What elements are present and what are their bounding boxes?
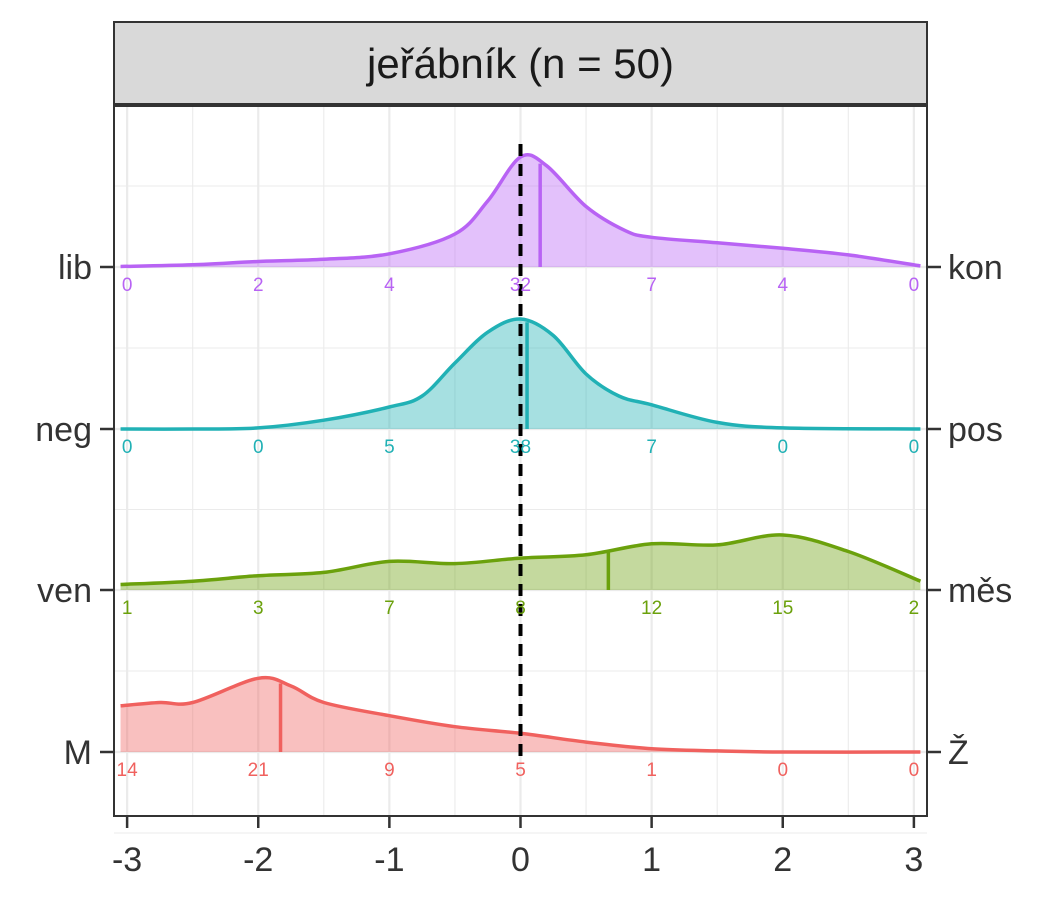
x-axis: -3 -2 -1 0 1 2 3	[112, 816, 923, 879]
plot-panel: 0 2 4 32 7 4 0 0 0 5 38 7 0 0 1 3 7 8 12 15 2 14 21 9 5 1 0 0	[113, 105, 928, 834]
right-axis: kon pos měs Ž	[927, 249, 1012, 772]
count-label: 15	[772, 598, 793, 619]
count-label: 14	[117, 760, 139, 781]
count-label: 32	[510, 275, 531, 296]
x-tick-label: 3	[904, 841, 923, 879]
density-curve-ven	[120, 533, 922, 587]
x-tick-label: 1	[642, 841, 661, 879]
x-tick-label: 2	[773, 841, 792, 879]
count-label: 1	[646, 760, 657, 781]
left-axis: lib neg ven M	[35, 249, 114, 772]
count-label: 0	[909, 275, 920, 296]
mean-lines	[278, 163, 611, 752]
count-label: 7	[384, 598, 395, 619]
density-area-M	[120, 677, 921, 753]
x-tick-label: -2	[243, 841, 273, 879]
count-label: 0	[777, 437, 788, 458]
left-label-M: M	[64, 734, 92, 772]
count-label: 0	[253, 437, 264, 458]
count-label: 4	[384, 275, 395, 296]
right-label-pos: pos	[948, 411, 1003, 449]
count-label: 8	[515, 598, 526, 619]
count-label: 7	[646, 437, 657, 458]
facet-strip: jeřábník (n = 50)	[113, 21, 928, 105]
count-label: 2	[253, 275, 264, 296]
density-area-ven	[120, 534, 921, 590]
count-label: 0	[777, 760, 788, 781]
count-label: 3	[253, 598, 264, 619]
left-label-neg: neg	[35, 411, 92, 449]
density-curve-lib	[120, 152, 921, 269]
right-label-měs: měs	[948, 572, 1012, 610]
left-label-lib: lib	[58, 249, 92, 287]
right-label-kon: kon	[948, 249, 1003, 287]
right-label-Ž: Ž	[948, 734, 969, 772]
count-label: 0	[122, 437, 133, 458]
x-tick-label: -1	[374, 841, 404, 879]
facet-title: jeřábník (n = 50)	[365, 40, 674, 87]
count-labels: 0 2 4 32 7 4 0 0 0 5 38 7 0 0 1 3 7 8 12 15 2 14 21 9 5 1 0 0	[117, 275, 920, 781]
count-label: 4	[777, 275, 788, 296]
count-label: 21	[248, 760, 269, 781]
density-curve-M	[120, 675, 921, 754]
count-label: 12	[641, 598, 662, 619]
count-label: 0	[122, 275, 133, 296]
x-tick-label: 0	[511, 841, 530, 879]
count-label: 1	[122, 598, 133, 619]
count-label: 38	[510, 437, 531, 458]
count-label: 5	[384, 437, 395, 458]
count-label: 9	[384, 760, 395, 781]
count-label: 0	[909, 760, 920, 781]
count-label: 5	[515, 760, 526, 781]
count-label: 0	[909, 437, 920, 458]
x-tick-label: -3	[112, 841, 142, 879]
count-label: 7	[646, 275, 657, 296]
left-label-ven: ven	[37, 572, 92, 610]
density-curve-neg	[120, 317, 921, 431]
count-label: 2	[909, 598, 920, 619]
